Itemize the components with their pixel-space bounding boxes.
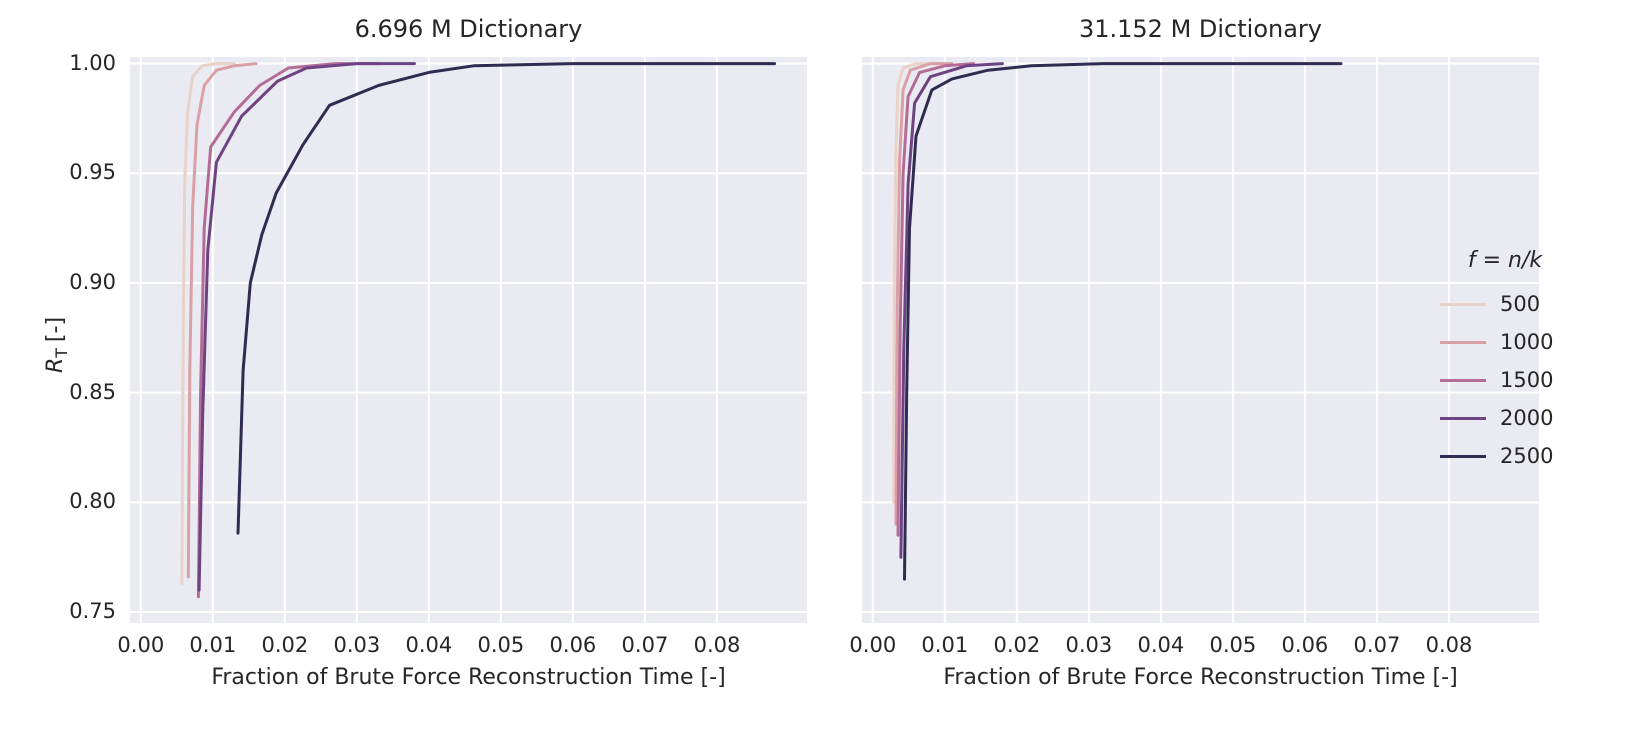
legend-line-swatch bbox=[1440, 454, 1486, 458]
series-line-2500 bbox=[236, 62, 777, 535]
legend-line-swatch bbox=[1440, 302, 1486, 306]
x-tick-label: 0.06 bbox=[549, 633, 597, 657]
x-tick-label: 0.06 bbox=[1281, 633, 1329, 657]
series-line-2500 bbox=[903, 62, 1343, 581]
y-tick-label: 0.80 bbox=[69, 489, 116, 514]
y-tick-label: 0.85 bbox=[69, 379, 116, 404]
series-line-1500 bbox=[196, 62, 380, 599]
panel-right: 31.152 M Dictionary Fraction of Brute Fo… bbox=[849, 15, 1539, 690]
series-line-1000 bbox=[894, 62, 954, 526]
legend-entry-1500: 1500 bbox=[1440, 361, 1570, 399]
x-tick-label: 0.04 bbox=[1137, 633, 1185, 657]
x-tick-label: 0.01 bbox=[921, 633, 969, 657]
x-tick-label: 0.00 bbox=[849, 633, 897, 657]
legend-label: 2000 bbox=[1500, 406, 1554, 430]
legend-line-swatch bbox=[1440, 340, 1486, 344]
plot-svg bbox=[130, 57, 807, 623]
panel-right-plot-area bbox=[862, 57, 1539, 623]
legend-entries: 500 1000 1500 2000 2500 bbox=[1440, 285, 1570, 475]
x-tick-label: 0.08 bbox=[693, 633, 741, 657]
x-tick-label: 0.07 bbox=[621, 633, 669, 657]
legend-entry-2000: 2000 bbox=[1440, 399, 1570, 437]
panel-right-x-axis-label: Fraction of Brute Force Reconstruction T… bbox=[943, 665, 1458, 690]
legend-label: 1500 bbox=[1500, 368, 1554, 392]
x-tick-label: 0.02 bbox=[993, 633, 1041, 657]
x-tick-label: 0.07 bbox=[1353, 633, 1401, 657]
y-axis-label-units: [-] bbox=[42, 316, 68, 343]
y-tick-label: 1.00 bbox=[69, 50, 116, 75]
panel-left-plot-area bbox=[130, 57, 807, 623]
legend-entry-2500: 2500 bbox=[1440, 437, 1570, 475]
y-tick-label: 0.95 bbox=[69, 160, 116, 185]
legend-entry-500: 500 bbox=[1440, 285, 1570, 323]
legend-title: f = n/k bbox=[1467, 248, 1543, 273]
legend-entry-1000: 1000 bbox=[1440, 323, 1570, 361]
x-tick-label: 0.02 bbox=[261, 633, 309, 657]
x-tick-label: 0.08 bbox=[1425, 633, 1473, 657]
legend-label: 500 bbox=[1500, 292, 1541, 316]
panel-left: 6.696 M Dictionary Fraction of Brute For… bbox=[69, 15, 807, 690]
y-tick-label: 0.90 bbox=[69, 269, 116, 294]
plot-svg bbox=[862, 57, 1539, 623]
legend-line-swatch bbox=[1440, 416, 1486, 420]
x-tick-label: 0.04 bbox=[405, 633, 453, 657]
y-tick-label: 0.75 bbox=[69, 599, 116, 624]
legend-line-swatch bbox=[1440, 378, 1486, 382]
y-axis-label: RT [-] bbox=[43, 317, 71, 373]
panel-left-x-axis-label: Fraction of Brute Force Reconstruction T… bbox=[211, 665, 726, 690]
panel-right-title: 31.152 M Dictionary bbox=[1078, 15, 1323, 43]
x-tick-label: 0.03 bbox=[1065, 633, 1113, 657]
series-line-500 bbox=[892, 62, 940, 504]
legend-label: 2500 bbox=[1500, 444, 1554, 468]
series-line-2000 bbox=[899, 62, 1004, 559]
x-tick-label: 0.05 bbox=[477, 633, 525, 657]
legend: f = n/k 500 1000 1500 2000 2500 bbox=[1440, 248, 1570, 475]
series-line-500 bbox=[180, 62, 236, 585]
x-tick-label: 0.01 bbox=[189, 633, 237, 657]
x-tick-label: 0.03 bbox=[333, 633, 381, 657]
y-axis-label-subscript: T bbox=[52, 348, 72, 358]
legend-label: 1000 bbox=[1500, 330, 1554, 354]
series-line-1000 bbox=[186, 62, 258, 579]
x-tick-label: 0.05 bbox=[1209, 633, 1257, 657]
x-tick-label: 0.00 bbox=[117, 633, 165, 657]
series-line-2000 bbox=[197, 62, 416, 592]
series-line-1500 bbox=[896, 62, 976, 537]
panel-left-title: 6.696 M Dictionary bbox=[354, 15, 583, 43]
y-axis-label-symbol: R bbox=[42, 357, 68, 374]
